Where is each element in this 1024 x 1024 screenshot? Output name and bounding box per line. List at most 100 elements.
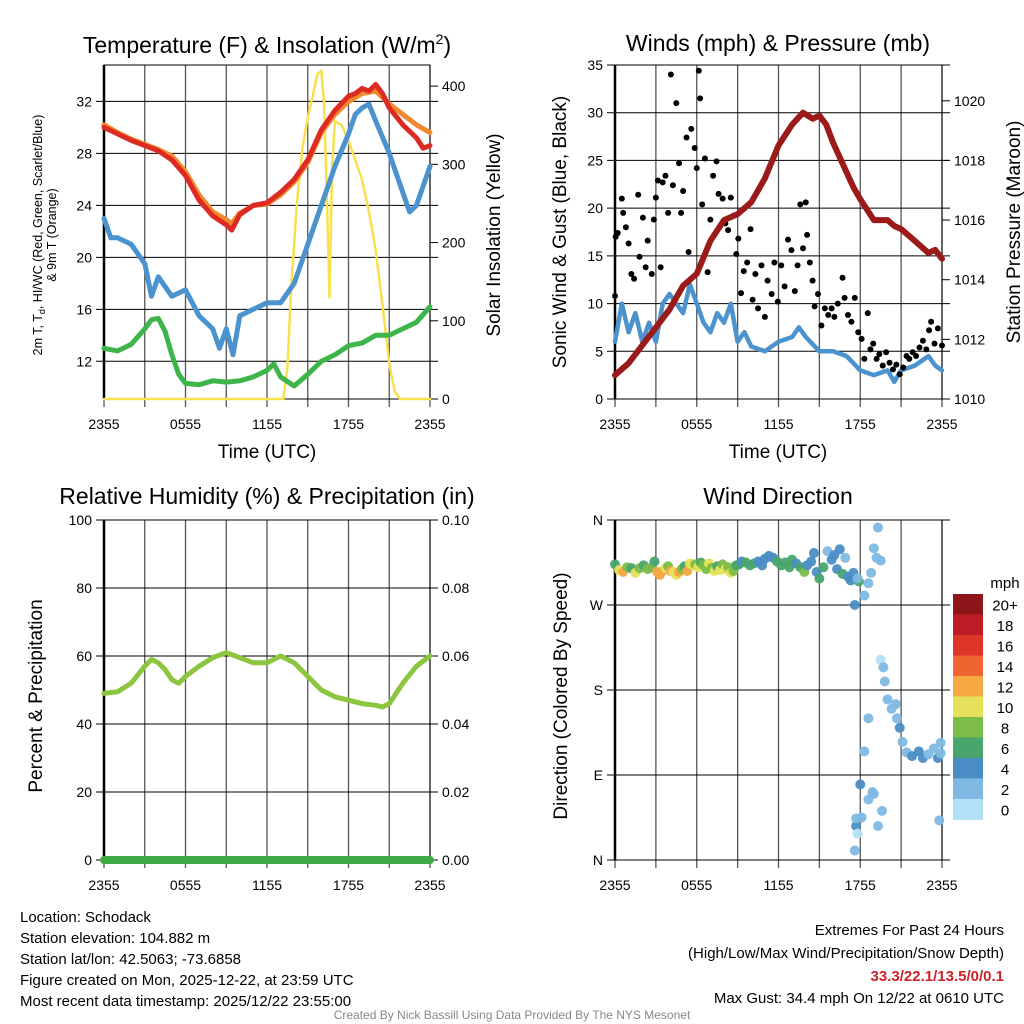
p4-y-tick-label: E	[594, 767, 603, 783]
p1-y-tick-label: 12	[76, 353, 92, 369]
gust-point	[818, 322, 825, 329]
gust-point	[939, 342, 945, 349]
p2-y-tick-label: 20	[587, 200, 603, 216]
gust-point	[794, 262, 801, 269]
gust-point	[802, 199, 809, 206]
wind-direction-panel-title: Wind Direction	[703, 483, 853, 509]
wind-direction-point	[855, 779, 866, 790]
gust-point	[797, 201, 804, 208]
p2-y-tick-label: 35	[587, 57, 603, 73]
gust-point	[662, 172, 669, 179]
gust-point	[701, 155, 708, 162]
gust-point	[873, 355, 880, 362]
p2-x-tick-label: 1155	[763, 416, 793, 432]
gust-point	[834, 300, 841, 307]
gust-point	[735, 235, 742, 242]
legend-label: 0	[1001, 802, 1009, 819]
series-line-temp	[101, 82, 433, 233]
p1-x-tick-label: 2355	[414, 416, 445, 432]
p3-right-tick-label: 0.04	[442, 716, 469, 732]
gust-point	[758, 262, 765, 269]
wind-direction-point	[840, 552, 851, 563]
p3-right-tick-label: 0.06	[442, 648, 469, 664]
legend-label: 16	[997, 638, 1014, 655]
wind-direction-point	[863, 578, 874, 589]
p4-x-tick-label: 0555	[681, 877, 712, 893]
gust-point	[774, 298, 781, 305]
wind-direction-point	[892, 713, 903, 724]
created-text: Figure created on Mon, 2025-12-22, at 23…	[20, 972, 354, 989]
humidity-panel: Relative Humidity (%) & Precipitation (i…	[26, 483, 475, 893]
gust-point	[622, 224, 629, 231]
p3-right-tick-label: 0.10	[442, 512, 469, 528]
gust-point	[886, 359, 893, 366]
p2-x-tick-label: 1755	[845, 416, 876, 432]
p3-y-tick-label: 80	[76, 580, 92, 596]
gust-point	[727, 194, 734, 201]
gust-point	[825, 312, 832, 319]
gust-point	[710, 172, 717, 179]
legend-swatch	[953, 635, 983, 656]
max-gust-text: Max Gust: 34.4 mph On 12/22 at 0610 UTC	[714, 990, 1004, 1007]
p4-x-tick-label: 1755	[845, 877, 876, 893]
legend-swatch	[953, 799, 983, 820]
gust-point	[665, 209, 672, 216]
gust-point	[916, 344, 923, 351]
gust-point	[652, 194, 659, 201]
wind-direction-point	[878, 662, 889, 673]
p4-x-tick-label: 2355	[926, 877, 957, 893]
wind-direction-point	[818, 562, 829, 573]
gust-point	[831, 313, 838, 320]
gust-point	[733, 250, 740, 257]
p3-right-tick-label: 0.08	[442, 580, 469, 596]
p1-y-tick-label: 20	[76, 249, 92, 265]
wind-direction-point	[872, 522, 883, 533]
gust-point	[928, 318, 935, 325]
legend-swatch	[953, 778, 983, 800]
wind-direction-point	[806, 556, 817, 567]
p1-x-tick-label: 1155	[252, 416, 282, 432]
wind-direction-point	[852, 573, 863, 584]
p3-y-tick-label: 0	[84, 852, 92, 868]
p1-y-tick-label: 32	[76, 93, 92, 109]
legend-title: mph	[990, 575, 1019, 592]
p1-y-tick-label: 28	[76, 145, 92, 161]
gust-point	[855, 329, 862, 336]
gust-point	[867, 346, 874, 353]
gust-point	[926, 327, 933, 334]
gust-point	[788, 247, 795, 254]
gust-point	[631, 275, 638, 282]
wind-direction-point	[849, 600, 860, 610]
gust-point	[620, 209, 627, 216]
p1-right-tick-label: 300	[442, 156, 466, 172]
gust-point	[669, 182, 676, 189]
wind-direction-point	[935, 737, 946, 748]
p2-right-tick-label: 1014	[954, 272, 985, 288]
gust-point	[693, 165, 700, 172]
gust-point	[778, 262, 785, 269]
wind-direction-point	[849, 845, 860, 856]
p1-x-tick-label: 2355	[88, 416, 119, 432]
latlon-text: Station lat/lon: 42.5063; -73.6858	[20, 951, 241, 968]
p2-right-tick-label: 1018	[954, 152, 985, 168]
gust-point	[707, 216, 714, 223]
gust-point	[919, 337, 926, 344]
gust-point	[715, 190, 722, 197]
series-line-relative-humidity	[101, 650, 433, 710]
p3-y-tick-label: 40	[76, 716, 92, 732]
gust-point	[839, 274, 846, 281]
gust-point	[876, 351, 883, 358]
gust-point	[791, 288, 798, 295]
p1-right-tick-label: 400	[442, 78, 466, 94]
winds-panel: Winds (mph) & Pressure (mb) 0 5 10 15 20 25 30…	[550, 30, 1024, 463]
gust-point	[896, 371, 903, 378]
p2-x-tick-label: 2355	[599, 416, 630, 432]
gust-point	[713, 158, 720, 165]
gust-point	[761, 313, 768, 320]
gust-point	[815, 291, 822, 298]
series-line-solar	[102, 69, 432, 401]
footer: Location: Schodack Station elevation: 10…	[20, 909, 1004, 1022]
gust-point	[642, 264, 649, 271]
p2-y-tick-label: 10	[587, 296, 603, 312]
extremes-legend: (High/Low/Max Wind/Precipitation/Snow De…	[688, 945, 1004, 962]
